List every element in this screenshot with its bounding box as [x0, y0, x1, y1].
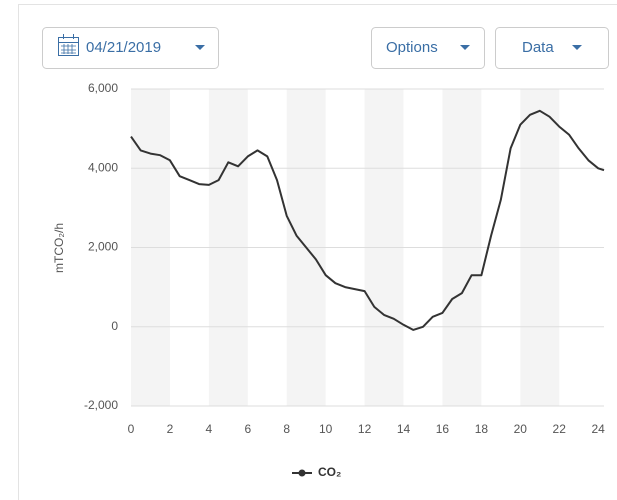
caret — [460, 45, 470, 50]
x-tick-label: 14 — [397, 422, 411, 436]
x-tick-label: 20 — [514, 422, 528, 436]
x-tick-label: 4 — [206, 422, 213, 436]
legend-marker — [298, 469, 306, 477]
y-tick-label: 2,000 — [88, 240, 118, 254]
y-tick-label: 4,000 — [88, 160, 118, 174]
data-button[interactable]: Data — [495, 27, 609, 69]
y-axis-label: mTCO₂/h — [52, 223, 66, 273]
y-tick-label: 0 — [111, 319, 118, 333]
x-tick-label: 24 — [591, 422, 605, 436]
x-tick-label: 16 — [436, 422, 450, 436]
x-tick-label: 22 — [553, 422, 567, 436]
caret — [572, 45, 582, 50]
x-tick-label: 2 — [167, 422, 174, 436]
date-button-frame — [42, 27, 219, 69]
options-button[interactable]: Options — [371, 27, 485, 69]
x-tick-label: 12 — [358, 422, 372, 436]
options-button-frame — [371, 27, 485, 69]
x-tick-label: 8 — [283, 422, 290, 436]
x-tick-label: 10 — [319, 422, 333, 436]
options-label: Options — [386, 39, 438, 56]
y-tick-label: 6,000 — [88, 81, 118, 95]
caret — [195, 45, 205, 50]
date-label: 04/21/2019 — [86, 39, 161, 56]
calendar-icon — [58, 34, 79, 56]
data-label: Data — [522, 39, 554, 56]
date-button[interactable]: 04/21/2019 — [42, 27, 219, 69]
data-button-frame — [495, 27, 609, 69]
y-tick-label: -2,000 — [84, 398, 118, 412]
x-tick-label: 0 — [128, 422, 135, 436]
data-line — [130, 109, 605, 331]
x-tick-label: 6 — [244, 422, 251, 436]
x-tick-label: 18 — [475, 422, 489, 436]
legend-label: CO₂ — [318, 465, 341, 479]
